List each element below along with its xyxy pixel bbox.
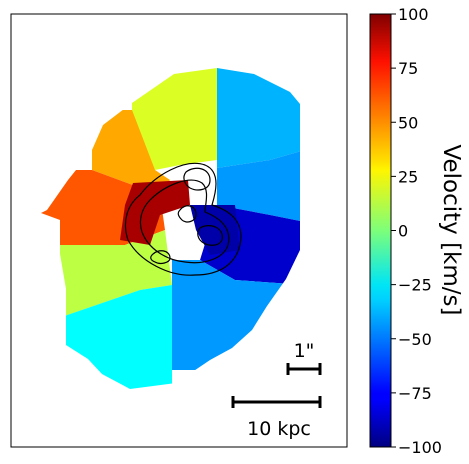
scalebar-arcsec (286, 363, 322, 375)
contour-inner-d (197, 225, 223, 246)
colorbar-tick-label: 0 (398, 222, 408, 241)
colorbar-tick-label: −50 (398, 330, 432, 349)
contour-inner-a (183, 167, 211, 191)
region-north-west (92, 110, 170, 195)
flux-contours (124, 162, 242, 276)
colorbar (369, 13, 392, 448)
scalebar-kpc-label: 10 kpc (247, 418, 311, 440)
colorbar-tick-label: −25 (398, 276, 432, 295)
contour-inner-b (177, 205, 197, 223)
region-core-blue (190, 205, 240, 255)
colorbar-tick-label: −100 (398, 438, 442, 457)
colorbar-tick-label: 50 (398, 113, 418, 132)
contour-middle (139, 179, 230, 264)
contour-inner-c (150, 250, 171, 264)
colorbar-tick-label: 25 (398, 167, 418, 186)
colorbar-tick-label: −75 (398, 384, 432, 403)
region-east (217, 150, 300, 222)
colorbar-tick-label: 100 (398, 5, 429, 24)
colorbar-tick-label: 75 (398, 59, 418, 78)
colorbar-ticks: 100 75 50 25 0 −25 −50 −75 −100 (391, 5, 442, 457)
scalebar-arcsec-label: 1" (294, 340, 315, 362)
colorbar-label: Velocity [km/s] (438, 145, 464, 316)
scalebar-kpc (231, 396, 322, 408)
contour-outer (124, 162, 242, 276)
region-core-red (120, 180, 190, 245)
